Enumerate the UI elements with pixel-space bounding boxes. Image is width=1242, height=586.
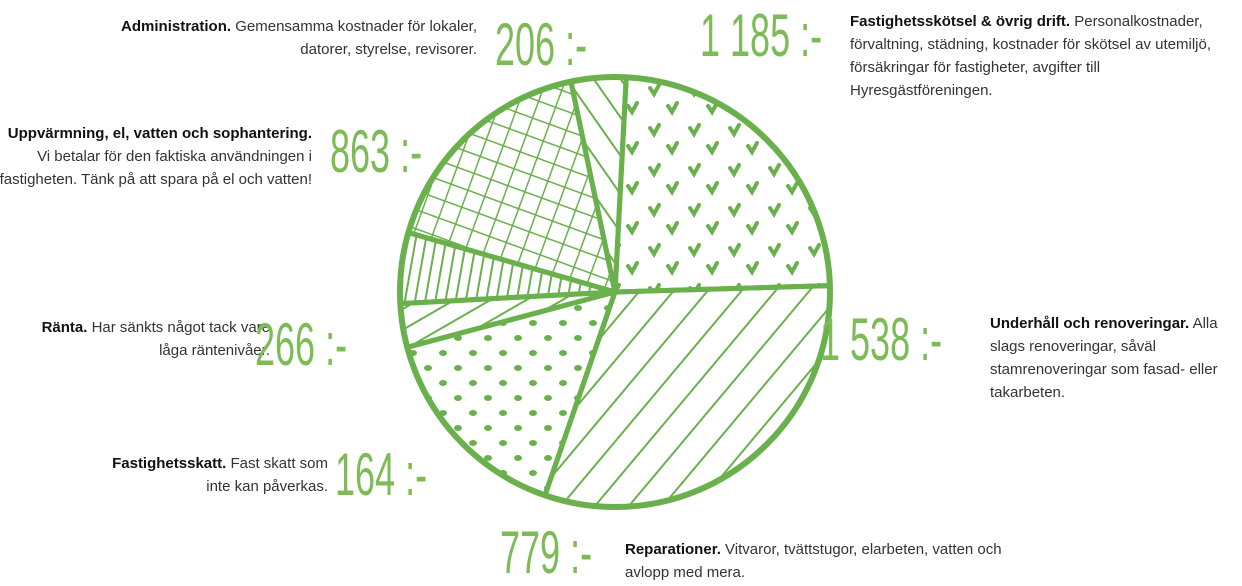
value-label: 164 :- (335, 445, 427, 505)
slice-title: Underhåll och renoveringar. (990, 315, 1189, 332)
value-label: 779 :- (500, 523, 592, 583)
slice-description: Ränta. Har sänkts något tack vare låga r… (20, 316, 270, 362)
slice-title: Ränta. (42, 319, 88, 336)
slice-description: Administration. Gemensamma kostnader för… (107, 15, 477, 61)
value-label: 266 :- (255, 315, 347, 375)
slice-title: Fastighetsskötsel & övrig drift. (850, 13, 1070, 30)
slice-description: Fastighetsskatt. Fast skatt som inte kan… (108, 452, 328, 498)
slice-title: Fastighetsskatt. (112, 455, 226, 472)
value-label: 863 :- (330, 122, 422, 182)
slice-text: Gemensamma kostnader för lokaler, datore… (235, 18, 477, 58)
page: {"chart_data": {"type": "pie", "categori… (0, 0, 1242, 579)
slice-title: Administration. (121, 18, 231, 35)
value-label: 1 538 :- (820, 310, 942, 370)
slice-title: Reparationer. (625, 541, 721, 558)
slice-description: Underhåll och renoveringar. Alla slags r… (990, 312, 1225, 404)
value-label: 1 185 :- (700, 6, 822, 66)
value-label: 206 :- (495, 15, 587, 75)
slice-description: Reparationer. Vitvaror, tvättstugor, ela… (625, 538, 1025, 584)
slice-text: Vi betalar för den faktiska användningen… (0, 148, 312, 188)
slice-description: Uppvärmning, el, vatten och sophantering… (0, 122, 312, 191)
slice-text: Har sänkts något tack vare låga ränteniv… (92, 319, 270, 359)
slice-description: Fastighetsskötsel & övrig drift. Persona… (850, 10, 1220, 102)
slice-title: Uppvärmning, el, vatten och sophantering… (8, 125, 312, 142)
pie-slice (615, 77, 830, 292)
